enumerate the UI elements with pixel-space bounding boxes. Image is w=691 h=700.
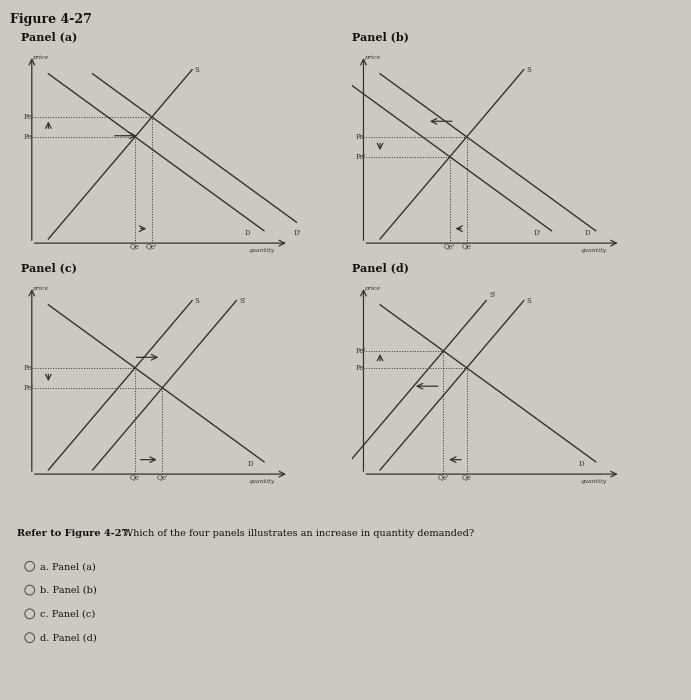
Text: D: D bbox=[247, 460, 253, 468]
Text: S: S bbox=[195, 66, 200, 74]
Text: quantity: quantity bbox=[249, 248, 275, 253]
Text: D: D bbox=[585, 229, 590, 237]
Text: Qe': Qe' bbox=[437, 473, 449, 482]
Text: Qe': Qe' bbox=[156, 473, 168, 482]
Text: Pe: Pe bbox=[23, 364, 32, 372]
Text: quantity: quantity bbox=[249, 480, 275, 484]
Text: Qe: Qe bbox=[130, 242, 140, 251]
Text: Panel (a): Panel (a) bbox=[21, 31, 77, 42]
Text: price: price bbox=[33, 286, 50, 291]
Text: Pe': Pe' bbox=[23, 384, 34, 392]
Text: Pe': Pe' bbox=[355, 153, 366, 161]
Text: Qe': Qe' bbox=[146, 242, 158, 251]
Text: Refer to Figure 4-27.: Refer to Figure 4-27. bbox=[17, 528, 132, 538]
Text: quantity: quantity bbox=[580, 480, 607, 484]
Text: d. Panel (d): d. Panel (d) bbox=[40, 634, 97, 643]
Text: Panel (b): Panel (b) bbox=[352, 31, 409, 42]
Text: D: D bbox=[245, 229, 250, 237]
Text: price: price bbox=[365, 55, 381, 60]
Text: Panel (c): Panel (c) bbox=[21, 262, 77, 273]
Text: Pe: Pe bbox=[355, 364, 363, 372]
Text: S': S' bbox=[239, 297, 246, 304]
Text: price: price bbox=[365, 286, 381, 291]
Text: S': S' bbox=[489, 290, 495, 299]
Text: Qe: Qe bbox=[462, 473, 472, 482]
Text: Qe': Qe' bbox=[444, 242, 455, 251]
Text: c. Panel (c): c. Panel (c) bbox=[40, 610, 95, 619]
Text: D': D' bbox=[294, 229, 301, 237]
Text: Pe': Pe' bbox=[355, 347, 366, 355]
Text: Qe: Qe bbox=[462, 242, 472, 251]
Text: S: S bbox=[527, 297, 531, 304]
Text: S: S bbox=[527, 66, 531, 74]
Text: Pe: Pe bbox=[23, 133, 32, 141]
Text: D: D bbox=[579, 460, 585, 468]
Text: S: S bbox=[195, 297, 200, 304]
Text: Figure 4-27: Figure 4-27 bbox=[10, 13, 92, 26]
Text: Which of the four panels illustrates an increase in quantity demanded?: Which of the four panels illustrates an … bbox=[120, 528, 473, 538]
Text: Qe: Qe bbox=[130, 473, 140, 482]
Text: a. Panel (a): a. Panel (a) bbox=[40, 562, 96, 571]
Text: quantity: quantity bbox=[580, 248, 607, 253]
Text: Panel (d): Panel (d) bbox=[352, 262, 409, 273]
Text: D': D' bbox=[534, 229, 541, 237]
Text: Pe': Pe' bbox=[23, 113, 34, 121]
Text: b. Panel (b): b. Panel (b) bbox=[40, 586, 97, 595]
Text: price: price bbox=[33, 55, 50, 60]
Text: Pe: Pe bbox=[355, 133, 363, 141]
